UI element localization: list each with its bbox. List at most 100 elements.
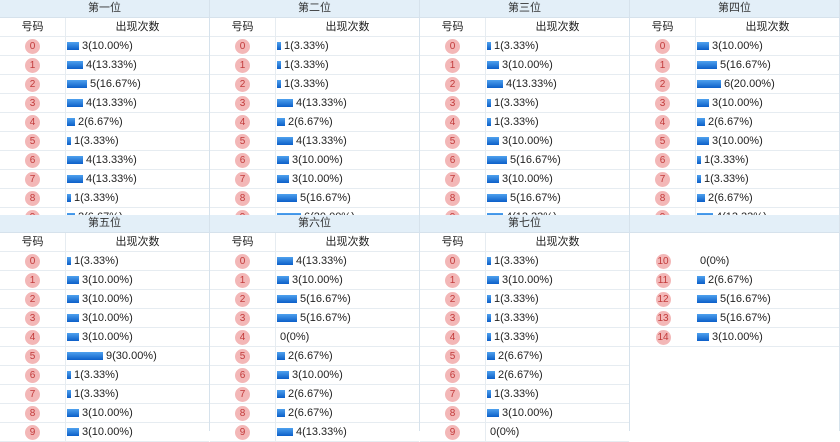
number-cell: 4 — [420, 113, 486, 131]
column-header: 号码 出现次数 — [210, 233, 419, 252]
table-row: 7 2(6.67%) — [210, 385, 419, 404]
table-row: 1 3(10.00%) — [0, 271, 209, 290]
number-cell: 2 — [210, 75, 276, 93]
number-cell: 3 — [210, 309, 276, 327]
column-header: 号码 出现次数 — [630, 18, 839, 37]
table-row: 3 4(13.33%) — [0, 94, 209, 113]
count-cell: 4(13.33%) — [276, 255, 419, 267]
frequency-bar — [277, 137, 293, 145]
number-cell: 7 — [210, 170, 276, 188]
count-value: 5(16.67%) — [510, 192, 561, 204]
number-cell: 8 — [420, 404, 486, 422]
table-row: 8 5(16.67%) — [420, 189, 629, 208]
frequency-bar — [277, 390, 285, 398]
count-value: 2(6.67%) — [708, 192, 753, 204]
number-ball: 2 — [445, 76, 460, 92]
number-cell: 3 — [420, 309, 486, 327]
number-ball: 2 — [235, 76, 250, 92]
number-cell: 5 — [0, 132, 66, 150]
frequency-bar — [697, 156, 701, 164]
number-ball: 4 — [445, 329, 460, 345]
number-cell: 3 — [0, 309, 66, 327]
header-count: 出现次数 — [115, 21, 160, 33]
table-row: 0 1(3.33%) — [420, 37, 629, 56]
frequency-bar — [697, 175, 701, 183]
count-cell: 4(13.33%) — [486, 78, 629, 90]
frequency-bar — [697, 118, 705, 126]
number-cell: 8 — [0, 404, 66, 422]
table-row: 5 9(30.00%) — [0, 347, 209, 366]
number-ball: 1 — [235, 272, 250, 288]
count-cell: 2(6.67%) — [276, 407, 419, 419]
count-value: 1(3.33%) — [493, 97, 539, 109]
position-panel-8: 10 0(0%) 11 2(6.67%) 12 5(16.67%) 13 5(16.67%) 1… — [630, 215, 840, 431]
table-row: 3 3(10.00%) — [630, 94, 839, 113]
panel-title — [630, 215, 839, 233]
count-cell: 3(10.00%) — [66, 40, 209, 52]
number-cell: 11 — [630, 271, 696, 289]
frequency-bar — [277, 194, 297, 202]
panel-title: 第一位 — [0, 0, 209, 18]
table-row: 1 1(3.33%) — [210, 56, 419, 75]
count-value: 3(10.00%) — [82, 293, 133, 305]
frequency-bar — [67, 80, 87, 88]
number-cell: 14 — [630, 328, 696, 346]
table-row: 6 3(10.00%) — [210, 366, 419, 385]
frequency-bar — [67, 61, 83, 69]
frequency-bar — [697, 61, 717, 69]
number-cell: 6 — [210, 151, 276, 169]
count-value: 1(3.33%) — [493, 312, 539, 324]
count-value: 1(3.33%) — [73, 369, 119, 381]
count-cell: 1(3.33%) — [486, 40, 629, 52]
column-header: 号码 出现次数 — [420, 233, 629, 252]
table-row: 8 3(10.00%) — [420, 404, 629, 423]
frequency-bar — [67, 428, 79, 436]
count-cell: 3(10.00%) — [696, 331, 839, 343]
count-value: 3(10.00%) — [82, 331, 133, 343]
count-cell: 3(10.00%) — [276, 173, 419, 185]
number-cell: 10 — [630, 252, 696, 270]
count-value: 3(10.00%) — [502, 135, 553, 147]
count-value: 2(6.67%) — [78, 116, 123, 128]
frequency-bar — [67, 257, 71, 265]
number-ball: 2 — [655, 76, 670, 92]
number-ball: 4 — [235, 114, 250, 130]
table-row: 6 4(13.33%) — [0, 151, 209, 170]
number-cell: 7 — [0, 385, 66, 403]
number-ball: 3 — [235, 310, 250, 326]
frequency-bar — [67, 156, 83, 164]
count-value: 3(10.00%) — [292, 173, 343, 185]
number-cell: 5 — [210, 347, 276, 365]
number-cell: 1 — [0, 271, 66, 289]
frequency-bar — [487, 352, 495, 360]
number-ball: 7 — [235, 171, 250, 187]
number-ball: 7 — [445, 171, 460, 187]
count-value: 3(10.00%) — [712, 135, 763, 147]
table-row: 4 1(3.33%) — [420, 328, 629, 347]
count-cell: 6(20.00%) — [696, 78, 839, 90]
frequency-bar — [67, 295, 79, 303]
count-cell: 5(16.67%) — [486, 192, 629, 204]
count-cell: 1(3.33%) — [696, 173, 839, 185]
panel-title: 第五位 — [0, 215, 209, 233]
number-cell: 8 — [630, 189, 696, 207]
count-cell: 1(3.33%) — [486, 331, 629, 343]
number-ball: 14 — [655, 329, 671, 345]
count-value: 1(3.33%) — [493, 40, 539, 52]
count-cell: 3(10.00%) — [66, 312, 209, 324]
frequency-bar — [487, 156, 507, 164]
count-value: 5(16.67%) — [300, 293, 351, 305]
count-value: 1(3.33%) — [493, 388, 539, 400]
count-value: 2(6.67%) — [708, 116, 753, 128]
count-cell: 5(16.67%) — [696, 312, 839, 324]
count-cell: 2(6.67%) — [276, 388, 419, 400]
count-cell: 3(10.00%) — [696, 135, 839, 147]
count-cell: 3(10.00%) — [486, 59, 629, 71]
table-row: 1 3(10.00%) — [420, 56, 629, 75]
count-value: 2(6.67%) — [288, 116, 333, 128]
table-row: 5 1(3.33%) — [0, 132, 209, 151]
number-cell: 4 — [210, 328, 276, 346]
frequency-bar — [277, 428, 293, 436]
number-cell: 4 — [210, 113, 276, 131]
number-cell: 6 — [0, 151, 66, 169]
